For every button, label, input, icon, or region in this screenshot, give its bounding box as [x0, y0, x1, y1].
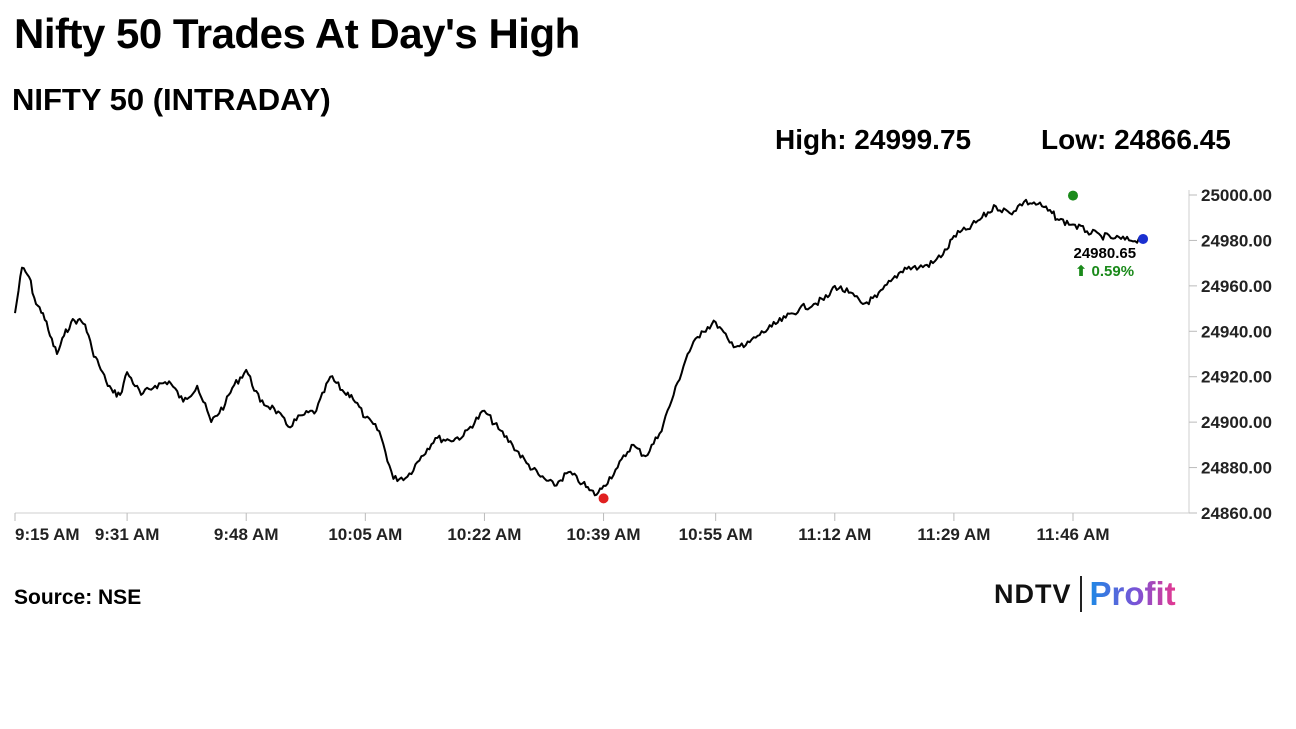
- y-tick-label: 24920.00: [1201, 368, 1272, 387]
- low-marker: [598, 493, 609, 504]
- y-tick-label: 24880.00: [1201, 459, 1272, 478]
- series-line-nifty: [14, 198, 1144, 497]
- x-axis: 9:15 AM 9:31 AM 9:48 AM 10:05 AM 10:22 AM 10:…: [14, 512, 1189, 544]
- annotation-layer: 24980.65⬆ 0.59%: [1073, 245, 1136, 280]
- ndtv-profit-logo: NDTV Profit: [994, 574, 1176, 614]
- high-stat: High: 24999.75: [775, 124, 972, 155]
- x-tick-label: 11:46 AM: [1036, 525, 1109, 544]
- x-tick-label: 11:12 AM: [798, 525, 871, 544]
- last-value-marker: [1138, 233, 1149, 244]
- marker-layer: [598, 190, 1149, 504]
- y-tick-label: 24900.00: [1201, 413, 1272, 432]
- high-marker: [1068, 190, 1078, 201]
- logo-ndtv-text: NDTV: [994, 578, 1072, 609]
- logo-divider: [1079, 576, 1082, 612]
- x-tick-label: 9:15 AM: [15, 525, 80, 544]
- source-note: Source: NSE: [14, 586, 142, 609]
- y-axis: 24860.00 24880.00 24900.00 24920.00 24940.00…: [1188, 186, 1272, 523]
- x-tick-label: 9:48 AM: [214, 525, 279, 544]
- change-label: ⬆ 0.59%: [1075, 263, 1134, 280]
- x-tick-label: 10:55 AM: [679, 525, 753, 544]
- logo-profit-text: Profit: [1089, 575, 1176, 612]
- x-tick-label: 9:31 AM: [95, 525, 160, 544]
- y-tick-label: 24980.00: [1201, 231, 1272, 250]
- y-tick-label: 24940.00: [1201, 322, 1272, 341]
- y-tick-label: 24860.00: [1201, 504, 1272, 523]
- x-tick-label: 10:39 AM: [567, 525, 641, 544]
- y-tick-label: 24960.00: [1201, 277, 1272, 296]
- x-tick-label: 10:22 AM: [447, 525, 521, 544]
- low-stat: Low: 24866.45: [1041, 124, 1231, 155]
- chart-subtitle: NIFTY 50 (INTRADAY): [12, 82, 331, 117]
- y-tick-label: 25000.00: [1201, 186, 1272, 205]
- page-title: Nifty 50 Trades At Day's High: [14, 10, 580, 57]
- x-tick-label: 10:05 AM: [328, 525, 402, 544]
- last-value-label: 24980.65: [1073, 245, 1136, 262]
- x-tick-label: 11:29 AM: [917, 525, 990, 544]
